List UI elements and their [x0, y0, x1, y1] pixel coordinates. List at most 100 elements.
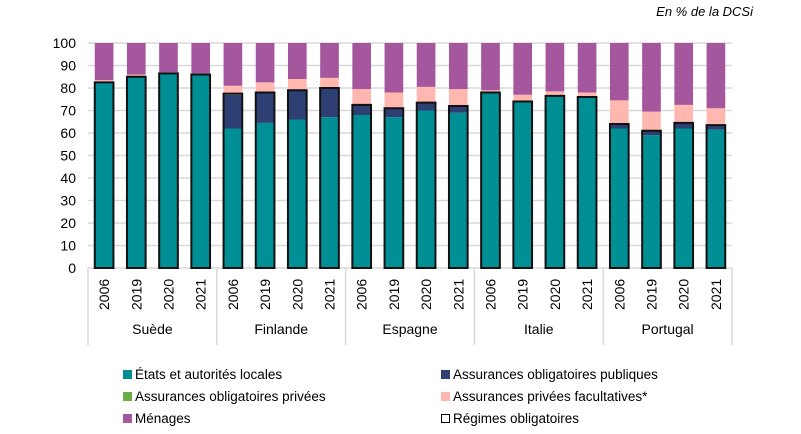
bar-segment-apf — [416, 86, 436, 103]
bar-segment-menages — [642, 43, 661, 112]
bar-segment-etats — [513, 101, 533, 268]
bar-segment-etats — [287, 119, 307, 268]
bar-segment-apf — [481, 90, 500, 93]
bar-segment-apf — [706, 108, 726, 126]
x-group-label: Italie — [524, 321, 554, 337]
bar-segment-menages — [255, 43, 275, 83]
bar-segment-apf — [287, 79, 307, 91]
x-tick-label-year: 2019 — [128, 279, 144, 310]
bar-segment-etats — [642, 135, 661, 268]
bar-segment-apf — [255, 82, 275, 93]
x-tick-label-year: 2020 — [676, 279, 692, 310]
bar-segment-apf — [223, 85, 243, 94]
y-tick-label: 100 — [53, 35, 77, 51]
bar-outline-regimes-obligatoires — [641, 129, 662, 269]
bar-segment-etats — [320, 117, 339, 268]
bar-outline-regimes-obligatoires — [673, 121, 695, 269]
bar-segment-etats — [126, 76, 146, 268]
legend-swatch-menages — [123, 414, 132, 423]
x-group-label: Suède — [132, 321, 173, 337]
bar-segment-etats — [545, 95, 565, 268]
bar-segment-aop — [287, 90, 307, 120]
y-tick-label: 50 — [60, 148, 76, 164]
legend-item-aop: Assurances obligatoires publiques — [441, 367, 658, 382]
bar-segment-etats — [94, 82, 114, 268]
bar-segment-menages — [513, 43, 533, 95]
x-tick-label-year: 2020 — [418, 279, 434, 310]
bar-outline-regimes-obligatoires — [447, 105, 469, 269]
bar-outline-regimes-obligatoires — [544, 94, 566, 269]
bar-segment-menages — [94, 43, 114, 81]
bar-outline-regimes-obligatoires — [125, 75, 147, 269]
bar-segment-etats — [159, 73, 178, 268]
bar-segment-aop — [448, 106, 468, 113]
bar-segment-apf — [545, 91, 565, 96]
bar-segment-apf — [94, 80, 114, 83]
bar-segment-etats — [706, 129, 726, 268]
legend-item-apf: Assurances privées facultatives* — [441, 389, 647, 404]
legend-swatch-aop — [441, 370, 450, 379]
bar-segment-menages — [448, 43, 468, 90]
bar-segment-menages — [126, 43, 146, 75]
x-tick-label-year: 2019 — [386, 279, 402, 310]
bar-outline-regimes-obligatoires — [254, 91, 276, 269]
bar-outline-regimes-obligatoires — [705, 124, 727, 269]
bar-segment-menages — [287, 43, 307, 79]
x-tick-label-year: 2006 — [96, 279, 112, 310]
x-tick-label-year: 2006 — [483, 279, 499, 310]
bar-segment-menages — [416, 43, 436, 87]
bar-outline-regimes-obligatoires — [319, 87, 340, 269]
bar-segment-menages — [352, 43, 372, 90]
x-tick-label-year: 2021 — [450, 279, 466, 310]
x-tick-label-year: 2019 — [257, 279, 273, 310]
legend-label-etats: États et autorités locales — [135, 367, 283, 382]
x-tick-label-year: 2006 — [225, 279, 241, 310]
y-tick-label: 10 — [60, 238, 76, 254]
bar-segment-menages — [545, 43, 565, 92]
x-group-label: Espagne — [382, 321, 437, 337]
bar-segment-apf — [577, 92, 597, 97]
bar-segment-menages — [320, 43, 339, 78]
bar-outline-regimes-obligatoires — [158, 72, 179, 269]
x-group-label: Finlande — [254, 321, 308, 337]
bar-segment-apf — [352, 89, 372, 105]
bar-segment-apf — [448, 89, 468, 106]
bar-segment-menages — [577, 43, 597, 93]
bar-segment-apf — [320, 77, 339, 88]
y-tick-label: 20 — [60, 215, 76, 231]
bar-segment-aop — [416, 102, 436, 111]
legend-swatch-apf — [441, 392, 450, 401]
stacked-bar-chart: 0 10 20 30 40 50 60 70 80 90 100 2006 2019 2020 2021 Su… — [53, 35, 733, 345]
bar-segment-menages — [191, 43, 211, 74]
legend-item-menages: Ménages — [123, 411, 191, 426]
bar-outline-regimes-obligatoires — [415, 101, 437, 269]
bar-segment-menages — [384, 43, 404, 93]
bar-segment-aop — [352, 104, 372, 115]
bar-segment-apf — [513, 94, 533, 102]
bar-outline-regimes-obligatoires — [222, 92, 244, 269]
y-tick-label: 30 — [60, 193, 76, 209]
bar-segment-aop — [642, 130, 661, 136]
bar-segment-aop — [320, 88, 339, 118]
bar-segment-aop — [706, 125, 726, 130]
legend-item-etats: États et autorités locales — [123, 367, 282, 382]
bar-segment-apf — [674, 104, 694, 123]
bar-segment-menages — [609, 43, 629, 101]
bar-outline-regimes-obligatoires — [351, 103, 373, 269]
legend-swatch-regimes — [441, 414, 450, 423]
bar-segment-aop — [674, 122, 694, 129]
legend-item-regimes: Régimes obligatoires — [441, 411, 579, 426]
x-tick-label-year: 2019 — [644, 279, 660, 310]
bar-segment-aop — [223, 94, 243, 129]
bar-outline-regimes-obligatoires — [190, 73, 212, 269]
legend-label-menages: Ménages — [135, 411, 191, 426]
bar-segment-aop — [609, 124, 629, 129]
x-tick-label-year: 2020 — [289, 279, 305, 310]
x-tick-label-year: 2020 — [161, 279, 177, 310]
bar-segment-apf — [642, 111, 661, 131]
bar-segment-etats — [577, 97, 597, 268]
y-tick-label: 80 — [60, 80, 76, 96]
x-tick-label-year: 2021 — [579, 279, 595, 310]
bar-segment-menages — [481, 43, 500, 91]
bar-outline-regimes-obligatoires — [576, 96, 598, 269]
